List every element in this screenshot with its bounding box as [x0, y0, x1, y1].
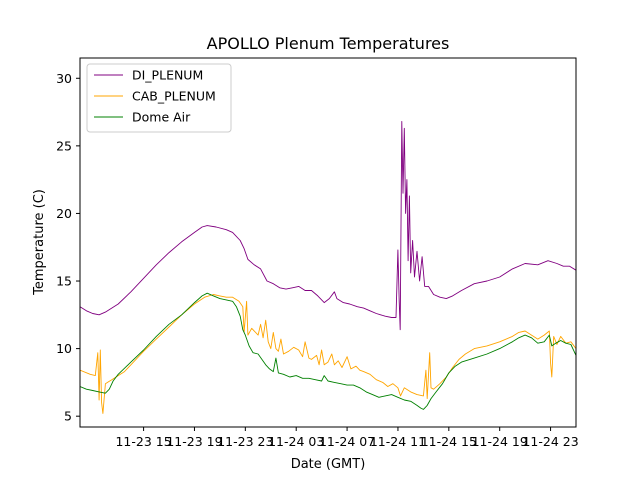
- y-axis: 5 10 15 20 25 30: [56, 71, 80, 424]
- x-tick-label: 11-24 23: [522, 434, 578, 449]
- x-tick-label: 11-24 19: [472, 434, 528, 449]
- legend: DI_PLENUM CAB_PLENUM Dome Air: [86, 63, 232, 133]
- y-tick-label: 30: [56, 71, 72, 86]
- y-tick-label: 15: [56, 274, 72, 289]
- legend-label-di-plenum: DI_PLENUM: [132, 68, 203, 83]
- x-tick-label: 11-24 15: [421, 434, 477, 449]
- y-tick-label: 25: [56, 138, 72, 153]
- x-tick-label: 11-23 15: [115, 434, 171, 449]
- series-layer: [80, 121, 576, 414]
- legend-label-cab-plenum: CAB_PLENUM: [132, 89, 216, 104]
- x-tick-label: 11-24 03: [268, 434, 324, 449]
- y-tick-label: 10: [56, 341, 72, 356]
- series-line-cab-plenum: [80, 294, 576, 414]
- x-tick-label: 11-23 23: [217, 434, 273, 449]
- chart-title: APOLLO Plenum Temperatures: [207, 34, 450, 53]
- series-line-di-plenum: [80, 121, 576, 331]
- y-tick-label: 5: [64, 409, 72, 424]
- x-tick-label: 11-24 07: [319, 434, 375, 449]
- y-tick-label: 20: [56, 206, 72, 221]
- x-tick-label: 11-24 11: [370, 434, 426, 449]
- series-line-dome-air: [80, 292, 576, 410]
- legend-label-dome-air: Dome Air: [132, 110, 191, 125]
- x-axis-label: Date (GMT): [291, 457, 366, 472]
- y-axis-label: Temperature (C): [32, 189, 47, 296]
- x-tick-label: 11-23 19: [166, 434, 222, 449]
- plot-frame: [79, 57, 577, 428]
- legend-box: [86, 63, 232, 133]
